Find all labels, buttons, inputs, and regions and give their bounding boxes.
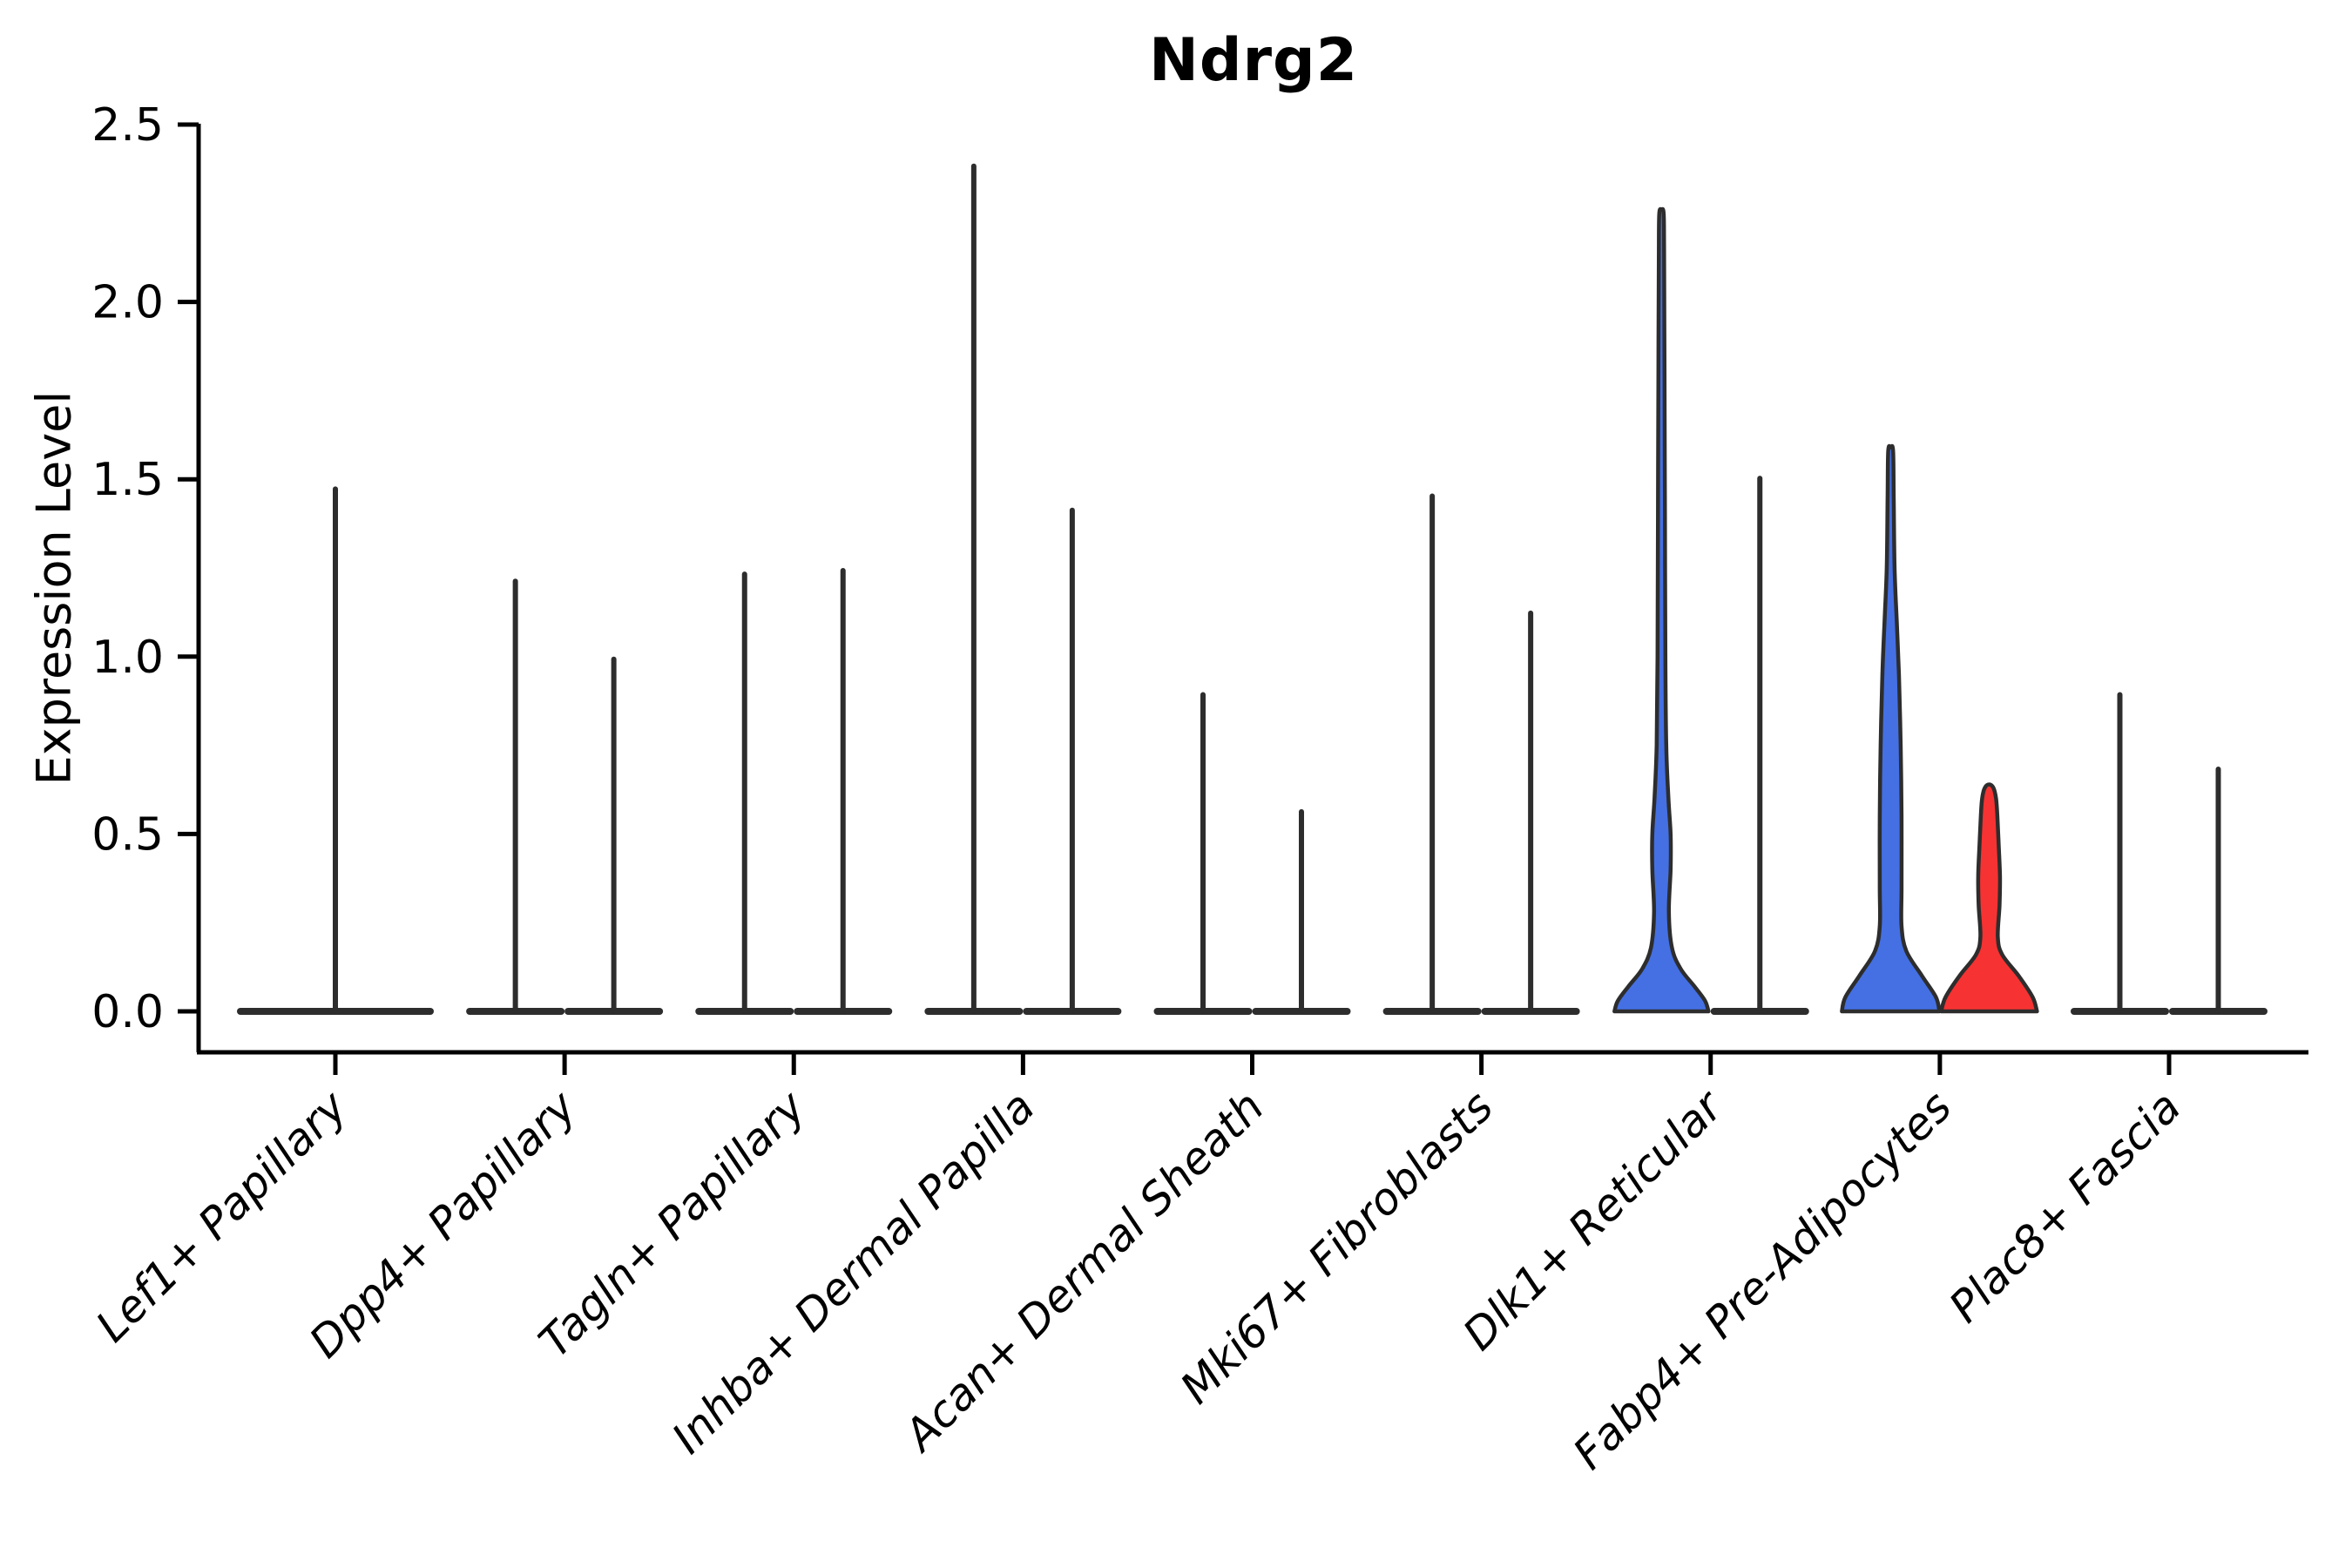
x-tick-label: Inhba+ Dermal Papilla bbox=[662, 1081, 1044, 1463]
plot-title: Ndrg2 bbox=[1148, 26, 1359, 95]
x-tick-label: Plac8+ Fascia bbox=[1940, 1081, 2191, 1332]
y-tick-label: 2.5 bbox=[91, 99, 164, 152]
y-tick-label: 0.5 bbox=[91, 808, 164, 861]
x-tick-label: Lef1+ Papillary bbox=[86, 1080, 357, 1351]
violin-density-red bbox=[1939, 782, 2039, 1014]
y-tick-label: 2.0 bbox=[91, 277, 164, 329]
y-tick-label: 1.0 bbox=[91, 632, 164, 684]
x-tick-label: Acan+ Dermal Sheath bbox=[893, 1081, 1274, 1462]
violin-density-blue bbox=[1840, 443, 1942, 1014]
violin-density-blue bbox=[1612, 206, 1711, 1014]
y-tick-label: 1.5 bbox=[91, 454, 164, 506]
x-tick-label: Fabp4+ Pre-Adipocytes bbox=[1564, 1081, 1962, 1479]
y-tick-label: 0.0 bbox=[91, 986, 164, 1038]
